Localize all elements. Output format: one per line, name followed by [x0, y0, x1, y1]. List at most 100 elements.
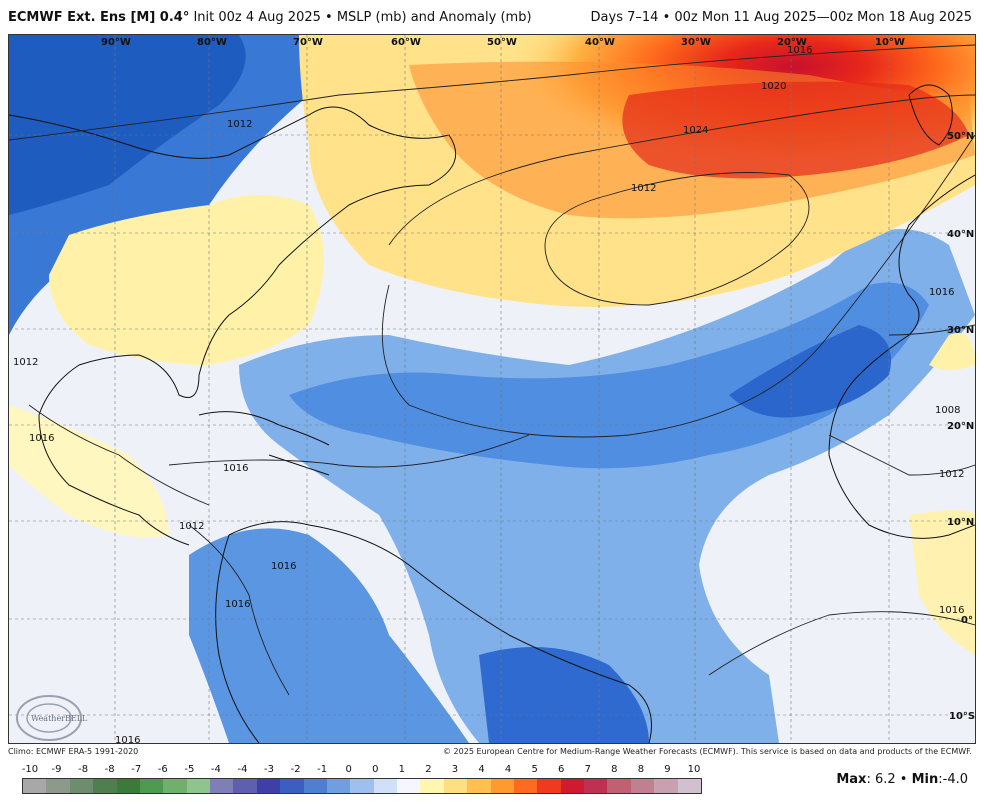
legend-tick: 1 [398, 764, 406, 775]
legend-ticks: -10 -9 -8 -8 -7 -6 -5 -4 -4 -3 -2 -1 0 0 1 2 3 4 4 5 6 7 8 8 9 10 [22, 762, 702, 776]
legend-tick: 5 [531, 764, 538, 775]
isobar-label: 1016 [115, 735, 140, 743]
legend-swatch [46, 779, 70, 793]
min-value: -4.0 [942, 772, 968, 787]
legend-tick: 8 [637, 764, 645, 775]
isobar-label: 1016 [271, 561, 296, 572]
anomaly-map[interactable]: 90°W 80°W 70°W 60°W 50°W 40°W 30°W 20°W … [9, 35, 975, 743]
legend-swatch [584, 779, 608, 793]
legend-swatch [513, 779, 538, 793]
model-name: ECMWF Ext. Ens [M] 0.4 [8, 10, 183, 25]
isobars [9, 44, 975, 696]
legend-swatch [303, 779, 327, 793]
lat-label: 40°N [947, 229, 974, 240]
coastline-caribbean [198, 411, 330, 476]
lon-label: 80°W [197, 37, 227, 48]
legend-tick: -8 [104, 764, 115, 775]
legend-tick: -3 [264, 764, 275, 775]
legend-swatch [280, 779, 304, 793]
legend-swatch [443, 779, 468, 793]
coastline-europe-africa [828, 174, 975, 539]
lat-label: 30°N [947, 325, 974, 336]
isobar-label: 1008 [935, 405, 960, 416]
max-min-readout: Max: 6.2 • Min:-4.0 [836, 772, 968, 787]
map-panel[interactable]: 90°W 80°W 70°W 60°W 50°W 40°W 30°W 20°W … [8, 34, 976, 744]
legend-tick: -6 [157, 764, 168, 775]
legend-swatch [630, 779, 655, 793]
legend-tick: -4 [210, 764, 221, 775]
legend-tick: -4 [237, 764, 248, 775]
lat-label: 50°N [947, 131, 974, 142]
legend-tick: 3 [451, 764, 459, 775]
init-time: Init 00z 4 Aug 2025 [193, 10, 321, 25]
isobar-label: 1012 [227, 119, 252, 130]
legend-swatch [420, 779, 444, 793]
coastline-uk [908, 84, 953, 146]
isobar-label: 1020 [761, 81, 786, 92]
svg-text:WeatherBELL: WeatherBELL [31, 714, 88, 723]
lon-label: 90°W [101, 37, 131, 48]
legend-tick: 6 [558, 764, 565, 775]
color-legend: -10 -9 -8 -8 -7 -6 -5 -4 -4 -3 -2 -1 0 0 1 2 3 4 4 5 6 7 8 8 9 10 [22, 762, 702, 802]
legend-tick: 0 [372, 764, 379, 775]
legend-swatch [93, 779, 117, 793]
lon-label: 70°W [293, 37, 323, 48]
legend-swatch [350, 779, 374, 793]
lat-label: 0° [961, 615, 973, 626]
legend-tick: -2 [290, 764, 301, 775]
legend-swatch [233, 779, 257, 793]
coastline-north-america [9, 106, 457, 546]
valid-period: Days 7–14 • 00z Mon 11 Aug 2025—00z Mon … [590, 10, 972, 25]
legend-tick: 7 [584, 764, 591, 775]
lon-label: 10°W [875, 37, 905, 48]
lon-label: 50°W [487, 37, 517, 48]
legend-swatch [210, 779, 234, 793]
lat-label: 20°N [947, 421, 974, 432]
header: ECMWF Ext. Ens [M] 0.4° Init 00z 4 Aug 2… [0, 0, 984, 34]
lon-label: 60°W [391, 37, 421, 48]
isobar-label: 1016 [787, 45, 812, 56]
isobar-label: 1016 [29, 433, 54, 444]
legend-swatch [163, 779, 187, 793]
weatherbell-logo: WeatherBELL [16, 695, 88, 741]
isobar-label: 1012 [13, 357, 38, 368]
lat-label: 10°S [949, 711, 975, 722]
legend-swatch [467, 779, 491, 793]
legend-tick: -9 [51, 764, 62, 775]
lon-label: 40°W [585, 37, 615, 48]
legend-tick: -10 [21, 764, 39, 775]
legend-swatch [69, 779, 94, 793]
legend-tick: 4 [504, 764, 512, 775]
isobar-label: 1016 [929, 287, 954, 298]
legend-swatch [560, 779, 584, 793]
legend-swatch [654, 779, 678, 793]
climo-note: Climo: ECMWF ERA-5 1991-2020 [8, 747, 139, 756]
latitude-labels: 50°N 40°N 30°N 20°N 10°N 0° 10°S [947, 131, 975, 722]
map-title: ECMWF Ext. Ens [M] 0.4° Init 00z 4 Aug 2… [8, 10, 532, 25]
product-name: MSLP (mb) and Anomaly (mb) [336, 10, 532, 25]
legend-swatch [139, 779, 164, 793]
legend-swatch [116, 779, 140, 793]
coastline-south-america [215, 521, 652, 743]
max-value: 6.2 [874, 772, 896, 787]
isobar-label: 1016 [939, 605, 964, 616]
lon-label: 20°W [777, 37, 807, 48]
legend-swatch [373, 779, 397, 793]
legend-tick: 0 [345, 764, 352, 775]
copyright-note: © 2025 European Centre for Medium-Range … [443, 747, 972, 756]
legend-swatch [186, 779, 210, 793]
legend-tick: 4 [478, 764, 485, 775]
legend-swatch [326, 779, 351, 793]
legend-swatch [256, 779, 281, 793]
legend-color-bar [22, 778, 702, 794]
isobar-label: 1012 [631, 183, 656, 194]
anomaly-low-south-america [189, 528, 469, 743]
legend-swatch [677, 779, 701, 793]
lon-label: 30°W [681, 37, 711, 48]
lat-label: 10°N [947, 517, 974, 528]
legend-swatch [397, 779, 421, 793]
longitude-labels: 90°W 80°W 70°W 60°W 50°W 40°W 30°W 20°W … [101, 37, 905, 48]
isobar-label: 1016 [225, 599, 250, 610]
legend-tick: 10 [687, 764, 701, 775]
isobar-label: 1016 [223, 463, 248, 474]
